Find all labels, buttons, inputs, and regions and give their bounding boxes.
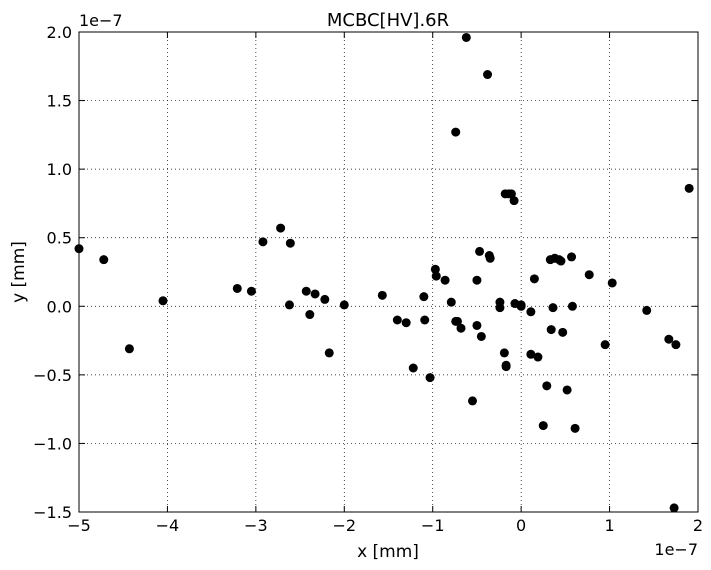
y-tick-labels: −1.5 −1.0 −0.5 0.0 0.5 1.0 1.5 2.0: [33, 23, 72, 522]
data-point: [501, 362, 511, 372]
x-tick-label: −5: [67, 516, 91, 535]
data-point: [499, 348, 509, 358]
data-point: [310, 289, 320, 299]
x-tick-label: −4: [156, 516, 180, 535]
data-point: [600, 340, 610, 350]
data-point: [324, 348, 334, 358]
x-tick-label: −2: [332, 516, 356, 535]
data-point: [276, 223, 286, 233]
data-point: [431, 271, 441, 281]
y-tick-label: −0.5: [33, 366, 72, 385]
y-tick-label: 0.5: [47, 229, 72, 248]
data-point: [99, 255, 109, 265]
data-point: [401, 318, 411, 328]
data-point: [456, 323, 466, 333]
x-tick-label: 1: [604, 516, 614, 535]
axis-ticks: [78, 31, 699, 513]
data-point: [567, 252, 577, 262]
data-point: [246, 286, 256, 296]
x-tick-label: 2: [693, 516, 703, 535]
x-offset-label: 1e−7: [654, 540, 698, 559]
data-point: [430, 264, 440, 274]
data-point: [472, 275, 482, 285]
data-point: [546, 325, 556, 335]
data-point: [558, 327, 568, 337]
plot-frame: [78, 31, 699, 513]
data-point: [158, 296, 168, 306]
data-point: [509, 196, 519, 206]
data-point: [533, 352, 543, 362]
data-point: [284, 300, 294, 310]
data-point: [451, 127, 461, 137]
data-point: [642, 305, 652, 315]
data-point: [584, 270, 594, 280]
data-point: [339, 300, 349, 310]
data-point: [485, 253, 495, 263]
data-point: [529, 274, 539, 284]
data-point: [570, 423, 580, 433]
data-point: [526, 349, 536, 359]
data-point: [538, 421, 548, 431]
data-point: [468, 396, 478, 406]
data-point: [285, 238, 295, 248]
data-point: [495, 297, 505, 307]
data-point: [475, 246, 485, 256]
data-point: [506, 189, 516, 199]
data-point: [124, 344, 134, 354]
data-point: [516, 300, 526, 310]
y-tick-label: 1.0: [47, 160, 72, 179]
y-tick-label: −1.0: [33, 434, 72, 453]
data-point: [320, 294, 330, 304]
x-tick-labels: −5 −4 −3 −2 −1 0 1 2: [67, 516, 703, 535]
data-point: [671, 340, 681, 350]
data-point: [472, 320, 482, 330]
y-tick-label: 1.5: [47, 92, 72, 111]
data-point: [669, 503, 679, 513]
data-point: [526, 307, 536, 317]
data-point: [377, 290, 387, 300]
data-point: [305, 310, 315, 320]
data-point: [483, 70, 493, 80]
x-axis-label: x [mm]: [357, 542, 419, 562]
data-point: [440, 275, 450, 285]
data-points: [74, 32, 694, 513]
data-point: [567, 301, 577, 311]
data-point: [452, 316, 462, 326]
plot-area: [79, 32, 698, 512]
data-point: [420, 315, 430, 325]
y-tick-label: 2.0: [47, 23, 72, 42]
data-point: [425, 373, 435, 383]
data-point: [562, 385, 572, 395]
y-axis-label: y [mm]: [9, 241, 29, 303]
chart-title: MCBC[HV].6R: [327, 10, 449, 31]
x-tick-label: −1: [421, 516, 445, 535]
data-point: [232, 283, 242, 293]
data-point: [461, 32, 471, 42]
data-point: [607, 278, 617, 288]
y-tick-label: −1.5: [33, 503, 72, 522]
data-point: [542, 381, 552, 391]
x-tick-label: −3: [244, 516, 268, 535]
data-point: [556, 256, 566, 266]
data-point: [301, 286, 311, 296]
data-point: [446, 297, 456, 307]
data-point: [408, 363, 418, 373]
y-tick-label: 0.0: [47, 297, 72, 316]
data-point: [392, 315, 402, 325]
data-point: [548, 303, 558, 313]
x-tick-label: 0: [516, 516, 526, 535]
data-point: [476, 331, 486, 341]
data-point: [419, 292, 429, 302]
data-point: [684, 183, 694, 193]
data-point: [258, 237, 268, 247]
y-offset-label: 1e−7: [79, 11, 123, 30]
data-point: [664, 334, 674, 344]
